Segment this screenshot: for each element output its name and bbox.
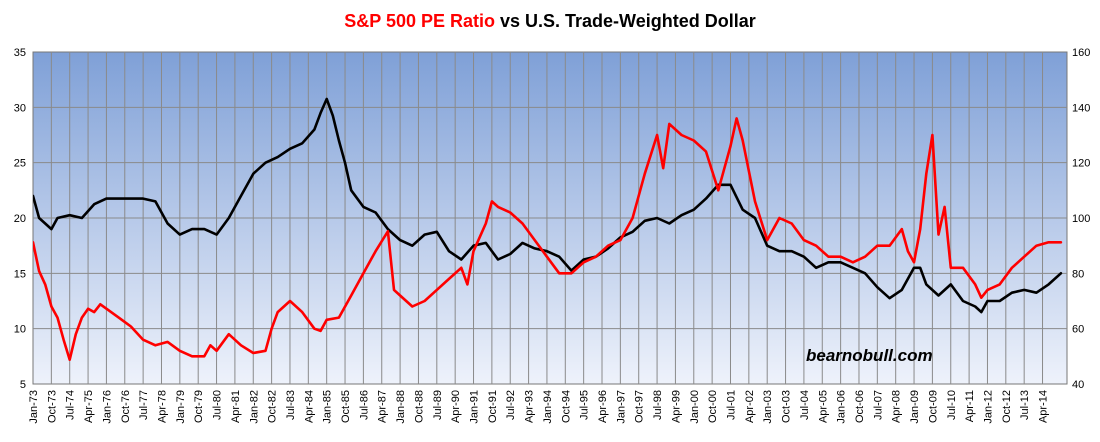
left-axis-tick-label: 10 — [14, 324, 26, 336]
x-axis-tick-label: Jul-10 — [946, 390, 958, 420]
x-axis-tick-label: Jan-73 — [28, 390, 40, 424]
x-axis-tick-label: Jan-88 — [395, 390, 407, 424]
left-axis-tick-label: 30 — [14, 102, 26, 114]
x-axis-tick-label: Oct-73 — [46, 390, 58, 423]
x-axis-tick-label: Oct-97 — [634, 390, 646, 423]
x-axis-tick-label: Jul-89 — [432, 390, 444, 420]
x-axis-tick-label: Jan-82 — [248, 390, 260, 424]
x-axis-tick-label: Jan-76 — [101, 390, 113, 424]
x-axis-tick-label: Apr-99 — [670, 390, 682, 423]
x-axis-tick-label: Jan-91 — [469, 390, 481, 424]
x-axis-tick-label: Oct-82 — [267, 390, 279, 423]
x-axis-tick-label: Apr-81 — [230, 390, 242, 423]
x-axis-tick-label: Jan-79 — [175, 390, 187, 424]
series-layer — [33, 97, 1063, 362]
x-axis-tick-label: Jan-97 — [615, 390, 627, 424]
x-axis-tick-label: Apr-05 — [817, 390, 829, 423]
right-axis-tick-label: 80 — [1072, 268, 1084, 280]
x-axis-tick-label: Jul-04 — [799, 390, 811, 420]
x-axis-tick-label: Apr-11 — [964, 390, 976, 422]
title-pe-ratio: S&P 500 PE Ratio — [344, 11, 495, 31]
right-axis-tick-label: 60 — [1072, 324, 1084, 336]
vertical-gridlines — [50, 52, 1044, 384]
x-axis-tick-label: Oct-85 — [340, 390, 352, 423]
x-axis-tick-label: Jan-03 — [762, 390, 774, 424]
right-axis-ticks: 40 60 80 100 120 140 160 — [1072, 47, 1090, 391]
x-axis-tick-label: Jul-86 — [358, 390, 370, 420]
x-axis-tick-label: Oct-91 — [487, 390, 499, 423]
x-axis-tick-label: Apr-87 — [377, 390, 389, 423]
right-axis-tick-label: 120 — [1072, 158, 1090, 170]
x-axis-tick-label: Apr-78 — [156, 390, 168, 423]
x-axis-tick-label: Jan-09 — [909, 390, 921, 424]
x-axis-tick-label: Apr-14 — [1038, 390, 1050, 423]
x-axis-tick-label: Apr-96 — [597, 390, 609, 423]
x-axis-tick-label: Apr-93 — [524, 390, 536, 423]
x-axis-tick-label: Oct-88 — [413, 390, 425, 423]
x-axis-tick-label: Apr-90 — [450, 390, 462, 423]
x-axis-tick-label: Jan-00 — [689, 390, 701, 424]
pe-ratio-line — [33, 117, 1063, 362]
x-axis-tick-label: Apr-02 — [744, 390, 756, 423]
left-axis-tick-label: 20 — [14, 213, 26, 225]
x-axis-tick-label: Jul-80 — [212, 390, 224, 420]
x-axis-tick-label: Oct-12 — [1001, 390, 1013, 423]
x-axis-tick-label: Jul-83 — [285, 390, 297, 420]
x-axis-ticks: Jan-73 Oct-73 Jul-74 Apr-75 Jan-76 Oct-76 Jul-… — [28, 390, 1050, 424]
x-axis-tick-label: Oct-09 — [927, 390, 939, 423]
horizontal-gridlines — [33, 106, 1067, 330]
title-trade-weighted-dollar: vs U.S. Trade-Weighted Dollar — [495, 11, 756, 31]
right-axis-tick-label: 140 — [1072, 102, 1090, 114]
x-axis-tick-label: Apr-84 — [303, 390, 315, 423]
x-axis-tick-label: Jan-94 — [542, 390, 554, 424]
trade-weighted-dollar-line — [33, 97, 1063, 314]
x-axis-tick-label: Oct-06 — [854, 390, 866, 423]
x-axis-tick-label: Oct-76 — [120, 390, 132, 423]
x-axis-tick-label: Jan-85 — [322, 390, 334, 424]
right-axis-tick-label: 40 — [1072, 379, 1084, 391]
x-axis-tick-label: Apr-08 — [891, 390, 903, 423]
x-axis-tick-label: Jan-12 — [982, 390, 994, 424]
x-axis-tick-label: Jul-77 — [138, 390, 150, 420]
x-axis-tick-label: Jul-74 — [65, 390, 77, 420]
x-axis-tick-label: Jan-06 — [836, 390, 848, 424]
x-axis-tick-label: Oct-94 — [560, 390, 572, 423]
left-axis-tick-label: 25 — [14, 158, 26, 170]
left-axis-tick-label: 5 — [20, 379, 26, 391]
x-axis-tick-label: Jul-01 — [725, 390, 737, 420]
x-axis-tick-label: Jul-95 — [579, 390, 591, 420]
right-axis-tick-label: 160 — [1072, 47, 1090, 59]
left-axis-ticks: 5 10 15 20 25 30 35 — [14, 47, 26, 391]
left-axis-tick-label: 15 — [14, 268, 26, 280]
left-axis-tick-label: 35 — [14, 47, 26, 59]
x-axis-tick-label: Jul-98 — [652, 390, 664, 420]
x-axis-tick-label: Oct-00 — [707, 390, 719, 423]
x-axis-tick-label: Jul-92 — [505, 390, 517, 420]
x-axis-tick-label: Oct-79 — [193, 390, 205, 423]
x-axis-tick-label: Apr-75 — [83, 390, 95, 423]
watermark: bearnobull.com — [806, 346, 933, 365]
x-axis-tick-label: Jul-07 — [872, 390, 884, 420]
chart-title: S&P 500 PE Ratio vs U.S. Trade-Weighted … — [344, 11, 755, 31]
x-axis-tick-label: Jul-13 — [1019, 390, 1031, 420]
right-axis-tick-label: 100 — [1072, 213, 1090, 225]
x-axis-tick-label: Oct-03 — [781, 390, 793, 423]
